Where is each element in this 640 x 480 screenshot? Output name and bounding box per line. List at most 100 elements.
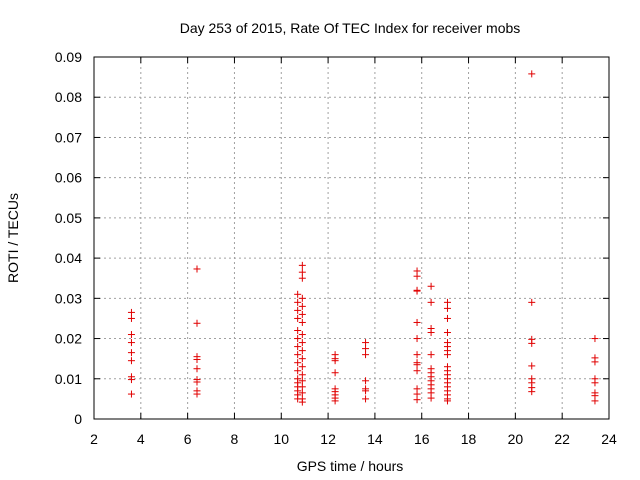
data-point	[298, 398, 306, 406]
x-tick-label: 12	[320, 431, 336, 447]
data-point	[443, 314, 451, 322]
data-point	[127, 357, 135, 365]
data-point	[413, 335, 421, 343]
y-tick-label: 0.06	[55, 170, 82, 186]
data-point	[294, 327, 302, 335]
data-point	[413, 396, 421, 404]
data-point	[443, 351, 451, 359]
y-tick-label: 0.05	[55, 210, 82, 226]
y-tick-label: 0	[74, 411, 82, 427]
x-tick-label: 18	[461, 431, 477, 447]
data-point	[298, 331, 306, 339]
data-point	[528, 70, 536, 78]
data-point	[362, 395, 370, 403]
data-point	[193, 390, 201, 398]
data-point	[427, 298, 435, 306]
data-point	[331, 357, 339, 365]
data-point	[591, 335, 599, 343]
data-point	[298, 371, 306, 379]
y-tick-label: 0.04	[55, 250, 82, 266]
data-point	[528, 298, 536, 306]
data-point	[591, 397, 599, 405]
data-point	[298, 389, 306, 397]
data-point	[127, 314, 135, 322]
data-point	[528, 388, 536, 396]
data-point	[193, 355, 201, 363]
data-point	[413, 361, 421, 369]
chart-title: Day 253 of 2015, Rate Of TEC Index for r…	[180, 20, 521, 36]
data-point	[362, 339, 370, 347]
x-tick-label: 8	[231, 431, 239, 447]
data-point	[193, 319, 201, 327]
data-point	[413, 287, 421, 295]
data-point	[294, 298, 302, 306]
y-tick-label: 0.08	[55, 89, 82, 105]
y-tick-label: 0.01	[55, 371, 82, 387]
y-tick-label: 0.03	[55, 290, 82, 306]
data-point	[413, 351, 421, 359]
data-point	[298, 318, 306, 326]
data-point	[294, 306, 302, 314]
data-point	[294, 351, 302, 359]
y-tick-label: 0.09	[55, 49, 82, 65]
data-point	[193, 365, 201, 373]
data-point	[127, 308, 135, 316]
data-point	[127, 390, 135, 398]
data-point	[443, 329, 451, 337]
grid	[94, 57, 609, 419]
data-point	[591, 358, 599, 366]
data-point	[298, 363, 306, 371]
data-point	[127, 339, 135, 347]
data-point	[443, 298, 451, 306]
data-point	[427, 329, 435, 337]
data-point	[362, 387, 370, 395]
y-tick-label: 0.07	[55, 129, 82, 145]
data-point	[298, 355, 306, 363]
data-point	[413, 318, 421, 326]
data-point	[331, 397, 339, 405]
x-tick-label: 6	[184, 431, 192, 447]
data-point	[294, 314, 302, 322]
data-point	[298, 268, 306, 276]
data-point	[427, 282, 435, 290]
data-point	[427, 351, 435, 359]
data-point	[298, 377, 306, 385]
data-point	[413, 272, 421, 280]
data-point	[362, 345, 370, 353]
x-tick-label: 24	[601, 431, 617, 447]
data-point	[443, 304, 451, 312]
data-point	[298, 347, 306, 355]
data-point	[294, 367, 302, 375]
data-point	[294, 290, 302, 298]
data-point	[127, 349, 135, 357]
data-point	[331, 369, 339, 377]
x-tick-label: 16	[414, 431, 430, 447]
data-point	[443, 397, 451, 405]
data-point	[591, 379, 599, 387]
y-axis-label: ROTI / TECUs	[5, 193, 21, 283]
plot-area-frame	[93, 56, 610, 420]
data-point	[427, 394, 435, 402]
data-point	[294, 335, 302, 343]
data-point	[127, 376, 135, 384]
data-point	[298, 294, 306, 302]
data-point	[294, 359, 302, 367]
data-point	[362, 351, 370, 359]
data-point	[528, 362, 536, 370]
data-point	[362, 377, 370, 385]
x-axis-label: GPS time / hours	[297, 458, 404, 474]
axis-ticks: 2 4 6 8 10 12 14 16 18 20 22 2400.010.020.030.040.0…	[55, 49, 617, 447]
x-tick-label: 2	[90, 431, 98, 447]
data-points	[127, 70, 599, 406]
x-tick-label: 4	[137, 431, 145, 447]
x-tick-label: 22	[554, 431, 570, 447]
x-tick-label: 20	[508, 431, 524, 447]
data-point	[298, 383, 306, 391]
data-point	[127, 331, 135, 339]
data-point	[298, 261, 306, 269]
y-tick-label: 0.02	[55, 331, 82, 347]
data-point	[193, 265, 201, 273]
x-tick-label: 10	[273, 431, 289, 447]
data-point	[298, 274, 306, 282]
